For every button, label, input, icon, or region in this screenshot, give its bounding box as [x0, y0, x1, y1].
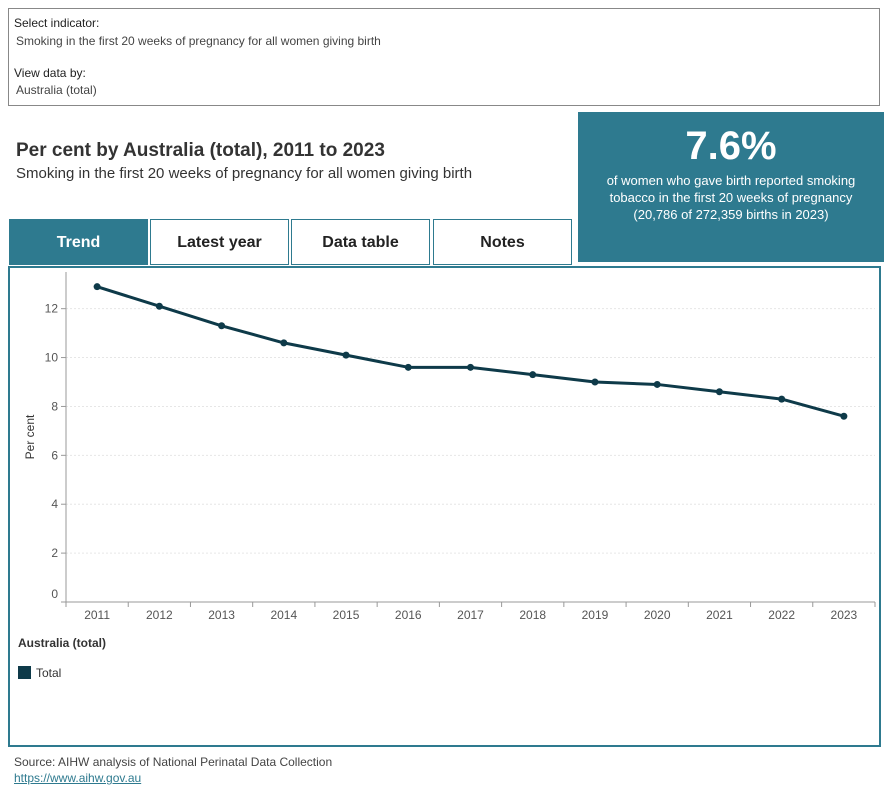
chart-title: Per cent by Australia (total), 2011 to 2…	[16, 140, 385, 161]
tab-trend[interactable]: Trend	[9, 219, 148, 265]
chart-panel	[8, 266, 881, 747]
indicator-dropdown[interactable]: Smoking in the first 20 weeks of pregnan…	[16, 34, 381, 48]
legend-swatch-total[interactable]	[18, 666, 31, 679]
kpi-description: of women who gave birth reported smoking…	[606, 173, 856, 222]
view-by-label: View data by:	[14, 66, 86, 80]
chart-subtitle: Smoking in the first 20 weeks of pregnan…	[16, 165, 473, 182]
indicator-selector-panel: Select indicator: Smoking in the first 2…	[8, 8, 880, 106]
indicator-label: Select indicator:	[14, 16, 100, 30]
tab-latest-year[interactable]: Latest year	[150, 219, 289, 265]
kpi-value: 7.6%	[685, 124, 777, 168]
tab-data-table[interactable]: Data table	[291, 219, 430, 265]
tab-notes[interactable]: Notes	[433, 219, 572, 265]
legend-title: Australia (total)	[18, 636, 107, 650]
legend-label-total[interactable]: Total	[36, 666, 62, 680]
kpi-card: 7.6% of women who gave birth reported sm…	[578, 112, 884, 262]
view-by-dropdown[interactable]: Australia (total)	[16, 83, 97, 97]
source-note: Source: AIHW analysis of National Perina…	[14, 755, 333, 769]
aihw-link[interactable]: https://www.aihw.gov.au	[14, 771, 142, 785]
